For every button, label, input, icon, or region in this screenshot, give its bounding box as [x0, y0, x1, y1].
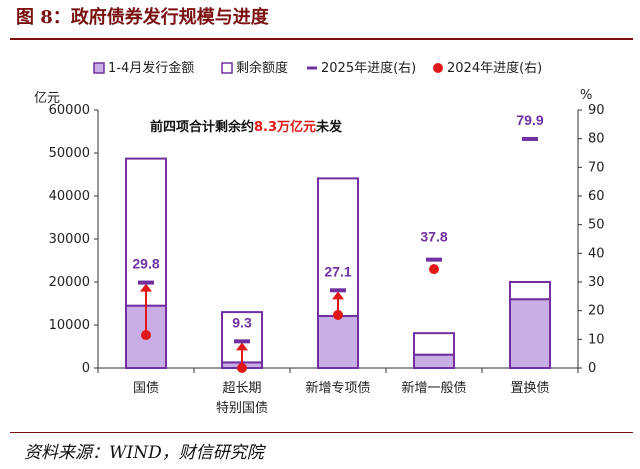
- right-tick-label: 80: [588, 132, 605, 147]
- right-tick-label: 10: [588, 332, 605, 347]
- legend: 1-4月发行金额 剩余额度 2025年进度(右) 2024年进度(右): [93, 60, 542, 76]
- left-tick-label: 0: [82, 361, 90, 376]
- progress-arrowhead: [332, 291, 344, 300]
- right-tick-label: 90: [588, 103, 605, 118]
- bar-issued: [509, 298, 551, 370]
- x-tick-label: 超长期特别国债: [216, 381, 268, 416]
- annotation-prefix: 前四项合计剩余约: [150, 119, 254, 135]
- bar-issued: [317, 314, 359, 369]
- annotation-highlight: 8.3万亿元: [254, 119, 316, 135]
- progress-2025-label: 79.9: [516, 112, 543, 128]
- right-axis-unit: %: [580, 88, 592, 103]
- progress-marks-group: 29.8 9.3 27.1 37.8 79.9: [132, 112, 544, 373]
- right-tick-label: 20: [588, 304, 605, 319]
- bar-issued: [413, 353, 455, 370]
- x-tick-label-line: 国债: [133, 381, 159, 396]
- right-tick-label: 70: [588, 160, 605, 175]
- progress-arrowhead: [140, 283, 152, 292]
- x-tick-label-line: 超长期: [222, 381, 261, 396]
- progress-2024-dot: [333, 309, 343, 320]
- right-tick-label: 40: [588, 246, 605, 261]
- x-tick-label-line: 新增专项债: [305, 380, 370, 396]
- progress-2024-dot: [429, 264, 439, 275]
- legend-label-2024: 2024年进度(右): [447, 60, 542, 76]
- left-tick-label: 10000: [49, 318, 90, 333]
- top-rule: [10, 38, 633, 40]
- left-tick-label: 50000: [49, 146, 90, 161]
- progress-2024-dot: [141, 330, 151, 341]
- right-tick-label: 0: [588, 361, 596, 376]
- progress-2025-label: 27.1: [324, 263, 351, 279]
- x-tick-label: 新增专项债: [305, 380, 370, 396]
- legend-label-remaining: 剩余额度: [236, 60, 288, 76]
- progress-2024-dot: [237, 363, 247, 373]
- bottom-rule: [10, 432, 633, 433]
- legend-swatch-issued: [93, 62, 105, 74]
- source-note: 资料来源：WIND，财信研究院: [24, 443, 264, 463]
- legend-swatch-remaining: [221, 62, 233, 74]
- left-tick-label: 20000: [49, 275, 90, 290]
- right-tick-label: 30: [588, 275, 605, 290]
- progress-arrowhead: [236, 342, 248, 351]
- left-tick-label: 40000: [49, 189, 90, 204]
- right-tick-label: 50: [588, 218, 605, 233]
- x-tick-label: 置换债: [510, 381, 549, 396]
- left-axis-unit: 亿元: [34, 91, 60, 106]
- x-tick-label: 国债: [133, 381, 159, 396]
- right-tick-label: 60: [588, 189, 605, 204]
- progress-2025-label: 37.8: [420, 229, 447, 245]
- x-tick-label: 新增一般债: [401, 380, 466, 396]
- progress-2025-label: 9.3: [232, 314, 252, 330]
- legend-label-2025: 2025年进度(右): [321, 60, 416, 76]
- bar-remaining: [509, 281, 551, 301]
- legend-swatch-2024: [433, 63, 443, 73]
- x-tick-label-line: 新增一般债: [401, 380, 466, 396]
- annotation-suffix: 未发: [315, 119, 343, 135]
- bar-remaining: [413, 332, 455, 356]
- x-tick-label-line: 特别国债: [216, 401, 268, 416]
- legend-label-issued: 1-4月发行金额: [108, 60, 194, 76]
- left-tick-label: 30000: [49, 232, 90, 247]
- progress-2025-label: 29.8: [132, 256, 159, 272]
- left-tick-label: 60000: [49, 103, 90, 118]
- chart-annotation: 前四项合计剩余约8.3万亿元未发: [150, 119, 343, 135]
- figure-title: 图 8：政府债券发行规模与进度: [16, 7, 269, 28]
- x-tick-label-line: 置换债: [510, 381, 549, 396]
